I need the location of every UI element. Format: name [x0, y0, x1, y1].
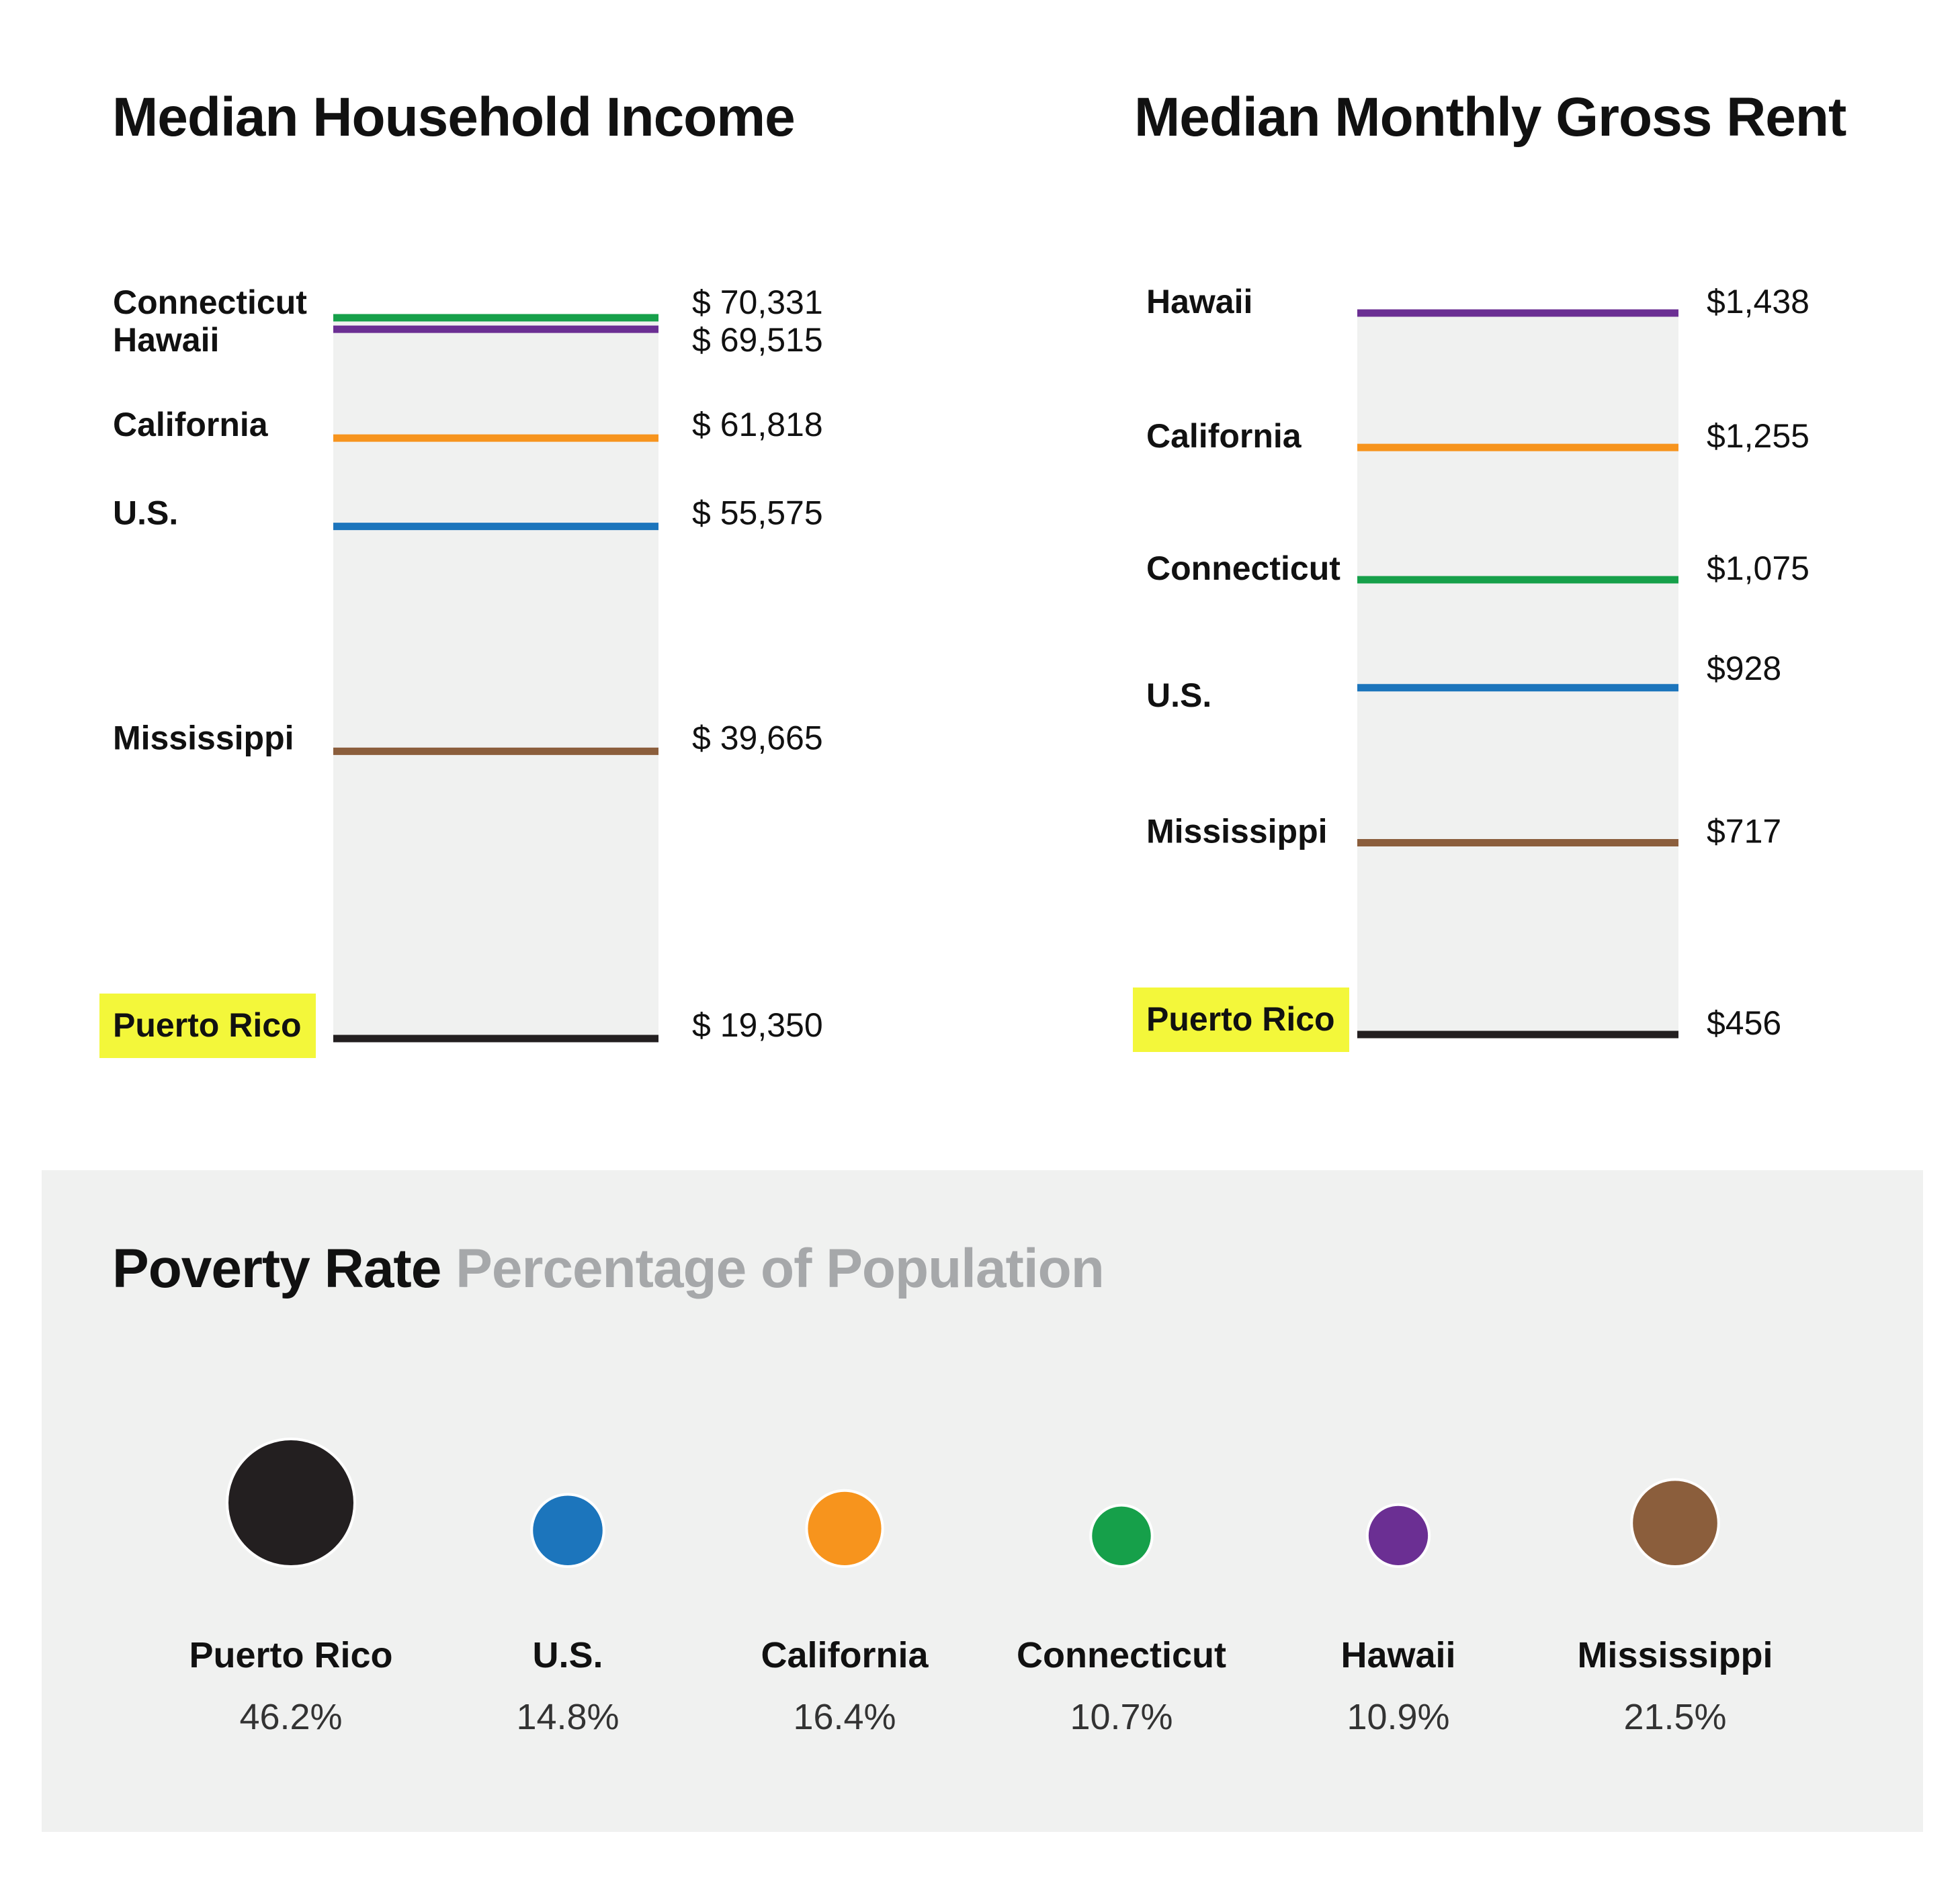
- income-chart: Connecticut $ 70,331 Hawaii $ 69,515 Califor…: [0, 0, 980, 1102]
- poverty-label-mississippi: Mississippi: [1577, 1635, 1773, 1675]
- poverty-bubble-connecticut: [1089, 1503, 1154, 1569]
- poverty-subtitle: Percentage of Population: [456, 1238, 1105, 1299]
- income-label-mississippi: Mississippi: [113, 719, 294, 756]
- income-chart-svg: Connecticut $ 70,331 Hawaii $ 69,515 Califor…: [99, 283, 823, 1058]
- poverty-chart-title: Poverty Rate Percentage of Population: [112, 1237, 1105, 1301]
- rent-label-hawaii: Hawaii: [1146, 283, 1252, 320]
- income-label-puerto-rico: Puerto Rico: [113, 1006, 302, 1044]
- poverty-label-u-s: U.S.: [532, 1635, 603, 1675]
- poverty-value-puerto-rico: 46.2%: [239, 1697, 342, 1737]
- poverty-bubble-mississippi: [1630, 1478, 1720, 1568]
- poverty-value-u-s: 14.8%: [516, 1697, 619, 1737]
- rent-value-mississippi: $717: [1707, 813, 1781, 850]
- income-label-hawaii: Hawaii: [113, 321, 219, 359]
- rent-label-u-s: U.S.: [1146, 676, 1211, 714]
- income-highlight-puerto-rico: [99, 994, 316, 1058]
- poverty-label-hawaii: Hawaii: [1340, 1635, 1455, 1675]
- rent-value-u-s: $928: [1707, 650, 1781, 687]
- rent-chart-title: Median Monthly Gross Rent: [1134, 87, 1846, 148]
- rent-track: [1357, 313, 1678, 1035]
- rent-chart-svg: Hawaii $1,438 California $1,255 Connecticut $…: [1133, 283, 1809, 1052]
- poverty-bubble-california: [805, 1489, 884, 1568]
- poverty-value-hawaii: 10.9%: [1347, 1697, 1449, 1737]
- rent-label-connecticut: Connecticut: [1146, 550, 1340, 587]
- income-label-california: California: [113, 406, 269, 443]
- income-label-u-s: U.S.: [113, 494, 178, 532]
- poverty-label-california: California: [761, 1635, 929, 1675]
- income-value-california: $ 61,818: [692, 406, 823, 443]
- rent-label-puerto-rico: Puerto Rico: [1146, 1000, 1335, 1038]
- income-value-hawaii: $ 69,515: [692, 321, 823, 359]
- rent-label-california: California: [1146, 417, 1302, 455]
- rent-value-puerto-rico: $456: [1707, 1004, 1781, 1042]
- poverty-bubble-hawaii: [1365, 1503, 1431, 1569]
- poverty-value-connecticut: 10.7%: [1070, 1697, 1173, 1737]
- income-chart-title: Median Household Income: [112, 87, 796, 148]
- poverty-label-puerto-rico: Puerto Rico: [189, 1635, 392, 1675]
- poverty-bubble-u-s: [530, 1493, 605, 1569]
- poverty-value-mississippi: 21.5%: [1623, 1697, 1726, 1737]
- poverty-title-main: Poverty Rate: [112, 1238, 441, 1299]
- income-label-connecticut: Connecticut: [113, 283, 307, 321]
- income-value-u-s: $ 55,575: [692, 494, 823, 532]
- poverty-bubble-puerto-rico: [226, 1438, 356, 1568]
- rent-chart: Hawaii $1,438 California $1,255 Connecticut $…: [1133, 283, 1809, 1052]
- rent-value-california: $1,255: [1707, 417, 1809, 455]
- rent-value-hawaii: $1,438: [1707, 283, 1809, 320]
- rent-value-connecticut: $1,075: [1707, 550, 1809, 587]
- poverty-value-california: 16.4%: [793, 1697, 896, 1737]
- poverty-section: Poverty Rate Percentage of Population Pu…: [42, 1170, 1923, 1832]
- income-value-connecticut: $ 70,331: [692, 283, 823, 321]
- poverty-chart-svg: Puerto Rico 46.2% U.S. 14.8% California 16.4%…: [189, 1438, 1773, 1737]
- poverty-label-connecticut: Connecticut: [1017, 1635, 1226, 1675]
- income-value-puerto-rico: $ 19,350: [692, 1006, 823, 1044]
- income-value-mississippi: $ 39,665: [692, 719, 823, 756]
- rent-label-mississippi: Mississippi: [1146, 813, 1328, 850]
- rent-highlight-puerto-rico: [1133, 988, 1349, 1052]
